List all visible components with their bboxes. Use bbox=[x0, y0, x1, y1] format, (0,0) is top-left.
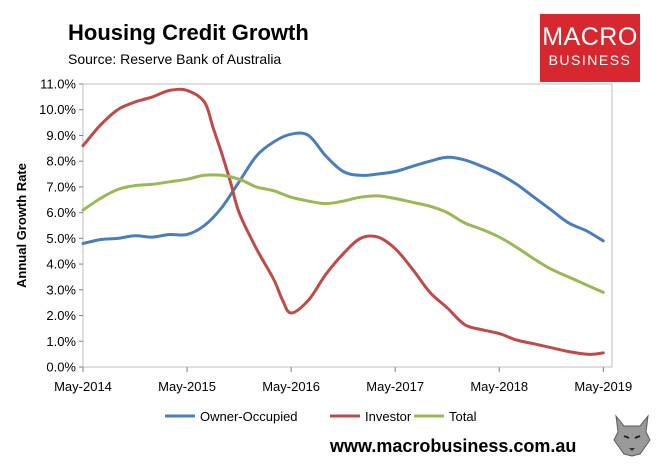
macrobusiness-logo: MACRO BUSINESS bbox=[540, 14, 640, 82]
y-tick-label: 2.0% bbox=[46, 308, 76, 323]
x-tick-label: May-2014 bbox=[54, 379, 112, 394]
legend-label: Total bbox=[449, 409, 477, 424]
y-tick-label: 4.0% bbox=[46, 257, 76, 272]
y-tick-label: 0.0% bbox=[46, 360, 76, 375]
legend-label: Investor bbox=[365, 409, 412, 424]
y-tick-label: 11.0% bbox=[40, 77, 76, 92]
chart-title: Housing Credit Growth bbox=[68, 20, 309, 45]
y-tick-label: 8.0% bbox=[46, 154, 76, 169]
series-line-owner-occupied bbox=[81, 131, 605, 245]
chart-source: Source: Reserve Bank of Australia bbox=[68, 51, 282, 67]
y-tick-label: 6.0% bbox=[46, 205, 76, 220]
wolf-icon bbox=[613, 414, 651, 457]
y-tick-label: 5.0% bbox=[46, 231, 76, 246]
logo-text-business: BUSINESS bbox=[548, 52, 632, 68]
y-tick-label: 1.0% bbox=[46, 334, 76, 349]
series-line-total bbox=[81, 173, 605, 294]
series-line-investor bbox=[81, 87, 605, 356]
x-tick-label: May-2015 bbox=[158, 379, 216, 394]
logo-text-macro: MACRO bbox=[542, 23, 638, 51]
x-tick-label: May-2019 bbox=[574, 379, 632, 394]
y-tick-label: 7.0% bbox=[46, 179, 76, 194]
footer-url: www.macrobusiness.com.au bbox=[330, 436, 577, 456]
x-tick-label: May-2017 bbox=[366, 379, 424, 394]
x-tick-label: May-2018 bbox=[470, 379, 528, 394]
legend-label: Owner-Occupied bbox=[200, 409, 298, 424]
y-tick-label: 10.0% bbox=[39, 102, 76, 117]
y-tick-label: 9.0% bbox=[46, 128, 76, 143]
plot-area bbox=[82, 83, 613, 368]
x-tick-label: May-2016 bbox=[262, 379, 320, 394]
y-axis-label: Annual Growth Rate bbox=[14, 163, 29, 288]
y-tick-label: 3.0% bbox=[46, 282, 76, 297]
